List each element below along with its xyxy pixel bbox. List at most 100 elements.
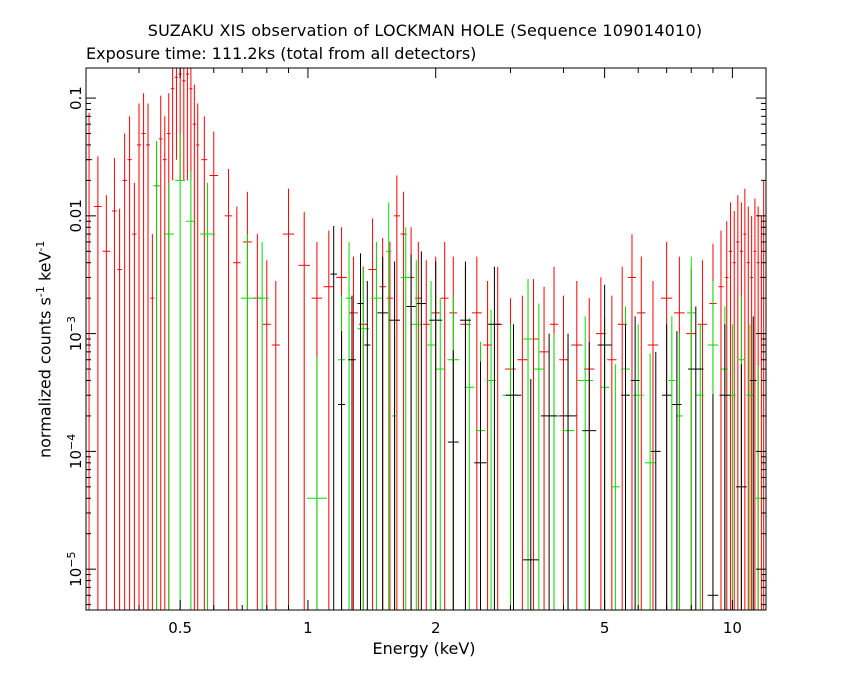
data-point: [630, 316, 640, 610]
data-point: [117, 208, 122, 610]
data-point: [632, 324, 644, 610]
data-point: [122, 133, 127, 610]
data-point: [377, 256, 389, 610]
data-point: [728, 202, 733, 610]
axes: 0.5 1 2 5 10 0.1 0.01 10−3 10−4 10−5: [65, 67, 767, 637]
data-point: [368, 218, 377, 610]
data-point: [389, 261, 400, 610]
data-point: [386, 202, 392, 610]
y-tick-label: 0.01: [67, 199, 85, 232]
data-point: [411, 260, 422, 610]
data-point: [696, 324, 705, 610]
data-point: [650, 351, 661, 610]
data-point: [754, 365, 762, 610]
data-point: [607, 295, 617, 610]
data-point: [505, 324, 522, 610]
data-point: [127, 116, 132, 610]
data-point: [338, 331, 346, 610]
data-point: [170, 68, 175, 181]
data-point: [282, 188, 295, 610]
x-tick-label: 10: [723, 619, 742, 637]
data-point: [200, 183, 216, 610]
data-point: [582, 341, 597, 610]
data-point: [528, 279, 539, 610]
data-point: [707, 394, 719, 610]
data-point: [426, 280, 436, 610]
data-point: [474, 361, 487, 610]
data-point: [196, 103, 200, 610]
data-point: [637, 256, 646, 610]
data-point: [386, 241, 394, 610]
data-point: [447, 350, 459, 610]
data-point: [102, 195, 110, 610]
data-point: [746, 206, 750, 610]
data-point: [323, 230, 335, 610]
data-point: [539, 286, 549, 610]
data-point: [150, 234, 155, 610]
data-point: [436, 298, 445, 610]
data-point: [186, 171, 196, 610]
data-point: [357, 253, 364, 610]
data-point: [559, 333, 577, 610]
data-point: [175, 133, 185, 610]
data-point: [209, 131, 219, 610]
data-point: [464, 318, 475, 610]
data-point: [85, 112, 93, 610]
data-point: [547, 333, 561, 610]
y-tick-label: 10−5: [65, 552, 85, 587]
data-point: [158, 95, 163, 610]
data-point: [621, 324, 630, 610]
data-point: [610, 364, 620, 610]
data-point: [112, 157, 117, 610]
data-point: [253, 234, 262, 610]
y-tick-label: 0.1: [67, 86, 85, 110]
data-point: [644, 353, 656, 610]
data-point: [189, 68, 193, 181]
y-axis-label: normalized counts s-1 keV-1: [34, 240, 55, 458]
data-point: [597, 284, 612, 610]
data-point: [174, 68, 179, 160]
data-points: [85, 68, 766, 610]
x-tick-label: 2: [431, 619, 441, 637]
data-point: [732, 210, 736, 610]
data-point: [750, 215, 754, 610]
data-point: [271, 280, 280, 610]
data-point: [647, 280, 659, 610]
data-point: [306, 356, 327, 610]
data-point: [729, 324, 736, 610]
data-point: [364, 280, 371, 610]
data-point: [523, 279, 533, 610]
data-point: [182, 68, 186, 181]
x-axis-label: Energy (keV): [372, 639, 476, 658]
data-point: [459, 261, 471, 610]
data-point: [662, 324, 672, 610]
data-point: [753, 198, 757, 610]
data-point: [559, 295, 568, 610]
data-point: [736, 364, 747, 610]
data-point: [736, 195, 740, 610]
data-point: [718, 230, 724, 610]
y-tick-label: 10−3: [65, 316, 85, 351]
y-tick-label: 10−4: [65, 434, 85, 469]
data-point: [472, 256, 482, 610]
data-point: [759, 215, 763, 610]
data-point: [240, 234, 255, 610]
data-point: [627, 234, 637, 610]
data-point: [132, 183, 137, 610]
data-point: [233, 206, 241, 610]
data-point: [502, 324, 519, 610]
data-point: [141, 93, 146, 610]
data-point: [401, 227, 411, 610]
x-tick-label: 0.5: [168, 619, 192, 637]
data-point: [163, 183, 174, 610]
data-point: [577, 316, 593, 610]
data-point: [153, 141, 160, 610]
data-point: [672, 331, 682, 610]
data-point: [725, 221, 729, 610]
data-point: [146, 103, 150, 610]
data-point: [330, 225, 337, 610]
data-point: [163, 116, 167, 610]
data-point: [224, 168, 233, 610]
data-point: [688, 306, 704, 610]
